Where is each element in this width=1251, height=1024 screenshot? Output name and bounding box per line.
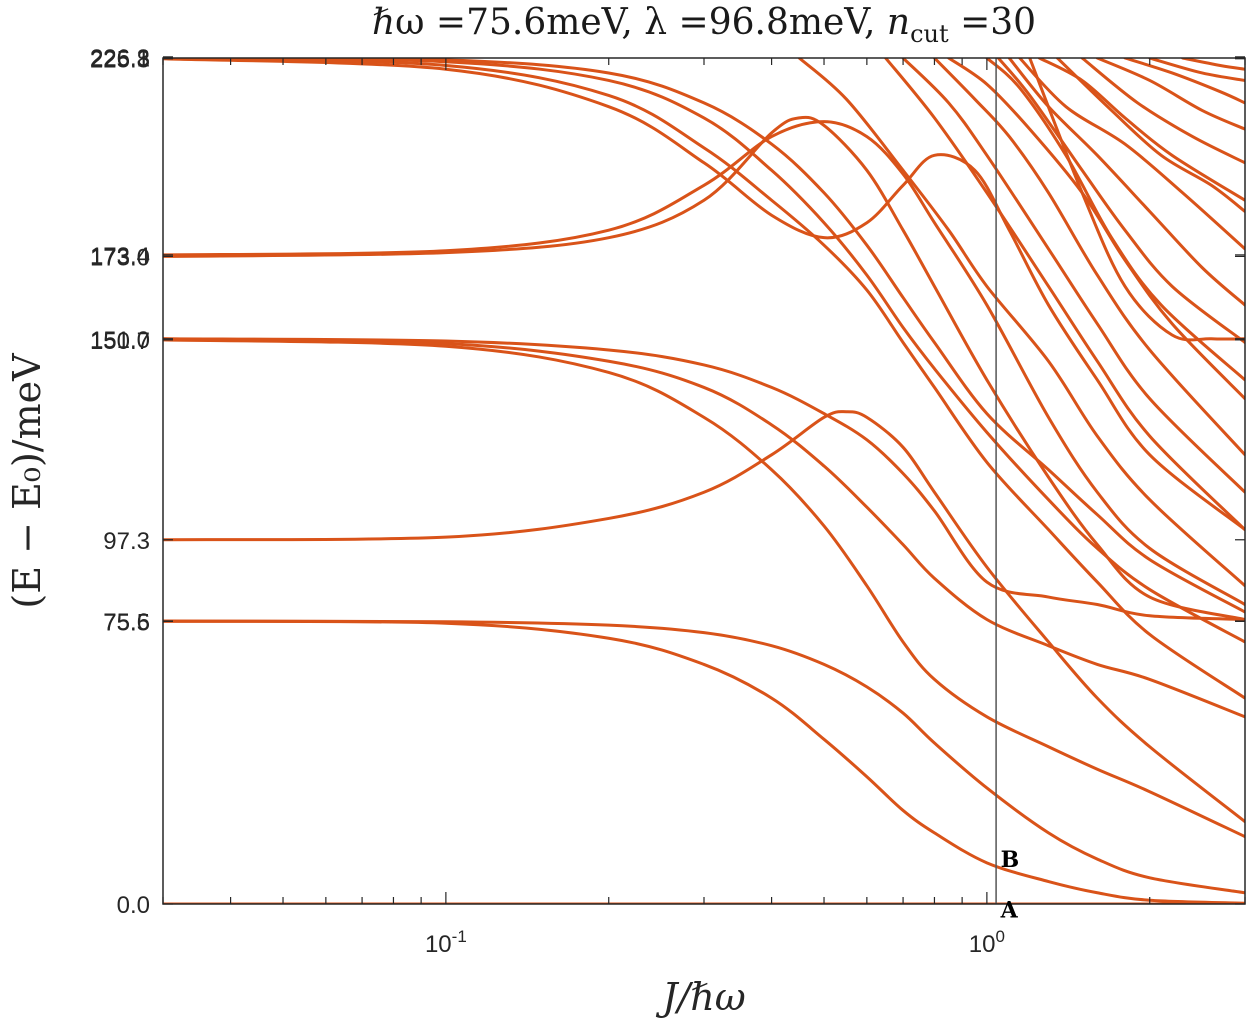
series-line-level-3 [163,410,1245,824]
series-line-level-19 [996,58,1245,344]
series-line-level-13 [797,58,1245,588]
series-line-level-21 [1018,58,1245,251]
series-line-level-11 [163,58,1245,644]
y-tick-label: 151.0 [90,327,150,354]
series-line-level-26 [1095,58,1245,131]
series-line-level-16 [932,58,1245,457]
annotation-B: B [1001,847,1020,873]
title-n-symbol: n [887,2,910,43]
series-line-level-25 [1080,58,1245,165]
y-tick-label: 0.0 [117,892,150,919]
x-axis-ticks: 10-1 100 [425,927,1005,958]
y-tick-label: 75.6 [103,609,150,636]
y-tick-label: 225.8 [90,47,150,74]
title-part-1: ℏω =75.6meV, λ =96.8meV, [372,2,887,43]
title-part-2: =30 [949,2,1036,43]
series-line-level-28 [1148,58,1245,82]
series-line-level-15 [901,58,1245,494]
y-tick-label: 226.1 [90,46,150,73]
series-line-level-9 [163,58,1245,532]
x-axis-label: J/ℏω [655,975,746,1019]
annotations: AB [1000,847,1020,924]
series-line-level-1 [163,619,1245,904]
series-line-level-7 [163,115,1245,621]
minor-ticks [162,58,1246,904]
y-tick-label: 97.3 [103,528,150,555]
series-line-level-4 [163,338,1245,839]
title-subscript: cut [910,20,949,48]
y-tick-label: 173.0 [90,244,150,271]
series-line-level-24 [1055,58,1245,213]
series-line-level-8 [163,120,1245,607]
series-group [163,58,1245,904]
y-tick-label: 173.4 [90,243,150,270]
series-line-level-22 [1037,58,1245,202]
series-line-level-23 [1028,58,1245,342]
series-line-level-5 [163,337,1245,719]
series-line-level-14 [884,58,1245,532]
y-axis-label: (E − E₀)/meV [5,353,49,609]
chart-title: ℏω =75.6meV, λ =96.8meV, ncut =30 [372,2,1036,48]
series-line-level-2 [163,619,1245,895]
y-tick-label: 226.3 [90,45,150,72]
annotation-A: A [1000,898,1019,924]
series-line-level-18 [985,58,1245,382]
series-line-level-27 [1123,58,1245,105]
series-line-level-29 [1181,58,1245,71]
x-tick-label: 10-1 [425,927,467,958]
y-tick-label: 75.5 [103,609,150,636]
y-tick-label: 150.7 [90,328,150,355]
series-line-level-12 [163,58,1245,614]
series-line-level-10 [163,58,1245,700]
x-tick-label: 100 [969,927,1005,958]
series-line-level-6 [163,337,1245,621]
